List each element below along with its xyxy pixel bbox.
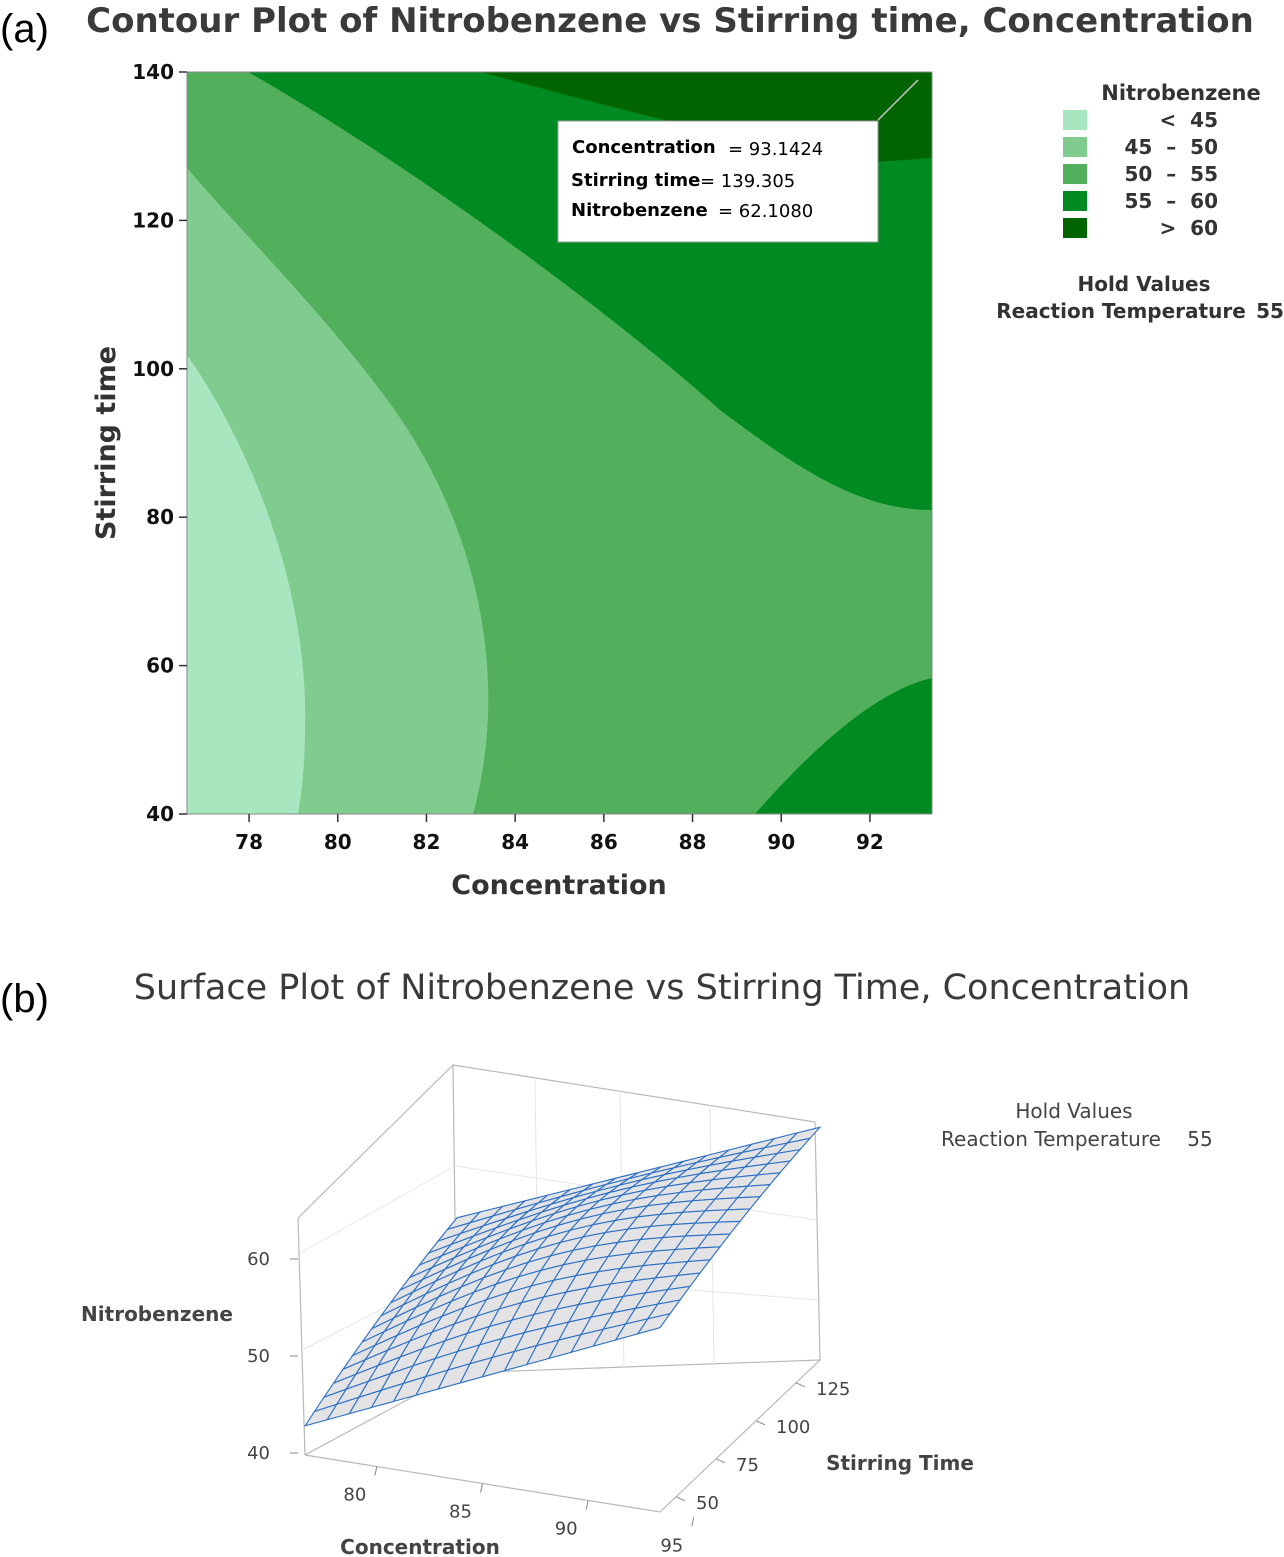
surface-y-tick-mark (755, 1420, 766, 1426)
cursor-tooltip: Concentration = 93.1424 Stirring time = … (557, 120, 879, 243)
legend-swatch (1063, 218, 1087, 238)
hold-values-value-b: 55 (1187, 1127, 1212, 1151)
tooltip-row-3-name: Nitrobenzene (571, 200, 708, 221)
legend-swatch (1063, 110, 1087, 130)
contour-y-tick-label: 40 (146, 802, 174, 826)
surface-z-tick-label: 60 (247, 1249, 270, 1270)
contour-x-tick-label: 88 (679, 830, 707, 854)
surface-ticks: 40 50 60 80 85 90 95 50 75 100 125 (247, 1249, 850, 1556)
surface-x-tick-label: 90 (555, 1518, 578, 1539)
hold-values-name-b: Reaction Temperature (941, 1127, 1161, 1151)
surface-x-tick-label: 95 (660, 1535, 683, 1556)
contour-x-label: Concentration (451, 870, 667, 901)
surface-y-tick-label: 75 (736, 1455, 759, 1476)
contour-x-tick-label: 78 (235, 830, 263, 854)
surface-y-tick-mark (795, 1382, 806, 1388)
contour-frame (186, 71, 933, 815)
tooltip-row-3-value: = 62.1080 (718, 201, 813, 222)
tooltip-row-1-value: = 93.1424 (728, 139, 823, 160)
hold-values-b: Hold Values Reaction Temperature 55 (941, 1099, 1213, 1151)
surface-z-tick-label: 50 (247, 1346, 270, 1367)
contour-band-lt-45 (187, 355, 306, 814)
legend-swatch (1063, 191, 1087, 211)
contour-title: Contour Plot of Nitrobenzene vs Stirring… (86, 1, 1254, 41)
hold-values-a: Hold Values Reaction Temperature 55 (996, 272, 1284, 323)
legend-label: < 45 (1159, 108, 1218, 132)
contour-x-tick-label: 86 (590, 830, 618, 854)
contour-y-tick-label: 100 (132, 357, 174, 381)
surface-cell (636, 1312, 672, 1335)
surface-y-label: Stirring Time (826, 1451, 974, 1475)
tooltip-row-2-name: Stirring time (571, 170, 700, 191)
surface-z-tick-label: 40 (247, 1443, 270, 1464)
cursor-line (877, 79, 919, 121)
surface-x-tick-mark (585, 1500, 589, 1510)
surface-mesh (303, 1126, 822, 1427)
surface-x-tick-label: 85 (449, 1502, 472, 1523)
contour-y-label: Stirring time (91, 346, 122, 540)
legend-swatch (1063, 137, 1087, 157)
contour-y-tick-label: 80 (146, 505, 174, 529)
hold-values-title-a: Hold Values (1077, 272, 1210, 296)
legend-label: 55 – 60 (1124, 189, 1218, 213)
legend-label: > 60 (1159, 216, 1218, 240)
contour-y-tick-label: 140 (132, 60, 174, 84)
legend-label: 45 – 50 (1124, 135, 1218, 159)
surface-x-tick-mark (374, 1466, 378, 1476)
hold-values-name-a: Reaction Temperature (996, 299, 1246, 323)
surface-y-tick-mark (715, 1458, 726, 1464)
surface-y-tick-label: 50 (696, 1493, 719, 1514)
panel-a-label: (a) (0, 7, 49, 51)
contour-x-tick-label: 92 (856, 830, 884, 854)
surface-x-label: Concentration (340, 1535, 500, 1557)
surface-y-tick-label: 100 (776, 1417, 810, 1438)
contour-x-tick-label: 90 (767, 830, 795, 854)
panel-b-label: (b) (0, 977, 49, 1021)
legend-swatch (1063, 164, 1087, 184)
surface-title: Surface Plot of Nitrobenzene vs Stirring… (134, 968, 1190, 1008)
contour-x-tick-label: 80 (324, 830, 352, 854)
contour-x-tick-label: 82 (413, 830, 441, 854)
contour-legend: Nitrobenzene < 45 45 – 50 50 – 55 55 – 60 > … (1063, 81, 1261, 240)
hold-values-title-b: Hold Values (1015, 1099, 1132, 1123)
surface-z-label: Nitrobenzene (81, 1302, 233, 1326)
contour-y-tick-label: 120 (132, 208, 174, 232)
surface-x-tick-mark (691, 1517, 695, 1527)
surface-x-tick-mark (480, 1483, 483, 1493)
contour-y-ticks: 40 60 80 100 120 140 (132, 60, 187, 826)
contour-y-tick-label: 60 (146, 654, 174, 678)
surface-y-tick-label: 125 (816, 1379, 850, 1400)
surface-x-tick-label: 80 (343, 1485, 366, 1506)
hold-values-value-a: 55 (1256, 299, 1284, 323)
contour-x-ticks: 78 80 82 84 86 88 90 92 (235, 814, 884, 854)
tooltip-row-2-value: = 139.305 (700, 171, 795, 192)
contour-x-tick-label: 84 (501, 830, 529, 854)
contour-band-55-60-lower (755, 678, 932, 814)
surface-y-tick-mark (675, 1496, 686, 1502)
tooltip-row-1-name: Concentration (572, 137, 716, 158)
legend-title: Nitrobenzene (1101, 81, 1260, 105)
legend-label: 50 – 55 (1124, 162, 1218, 186)
